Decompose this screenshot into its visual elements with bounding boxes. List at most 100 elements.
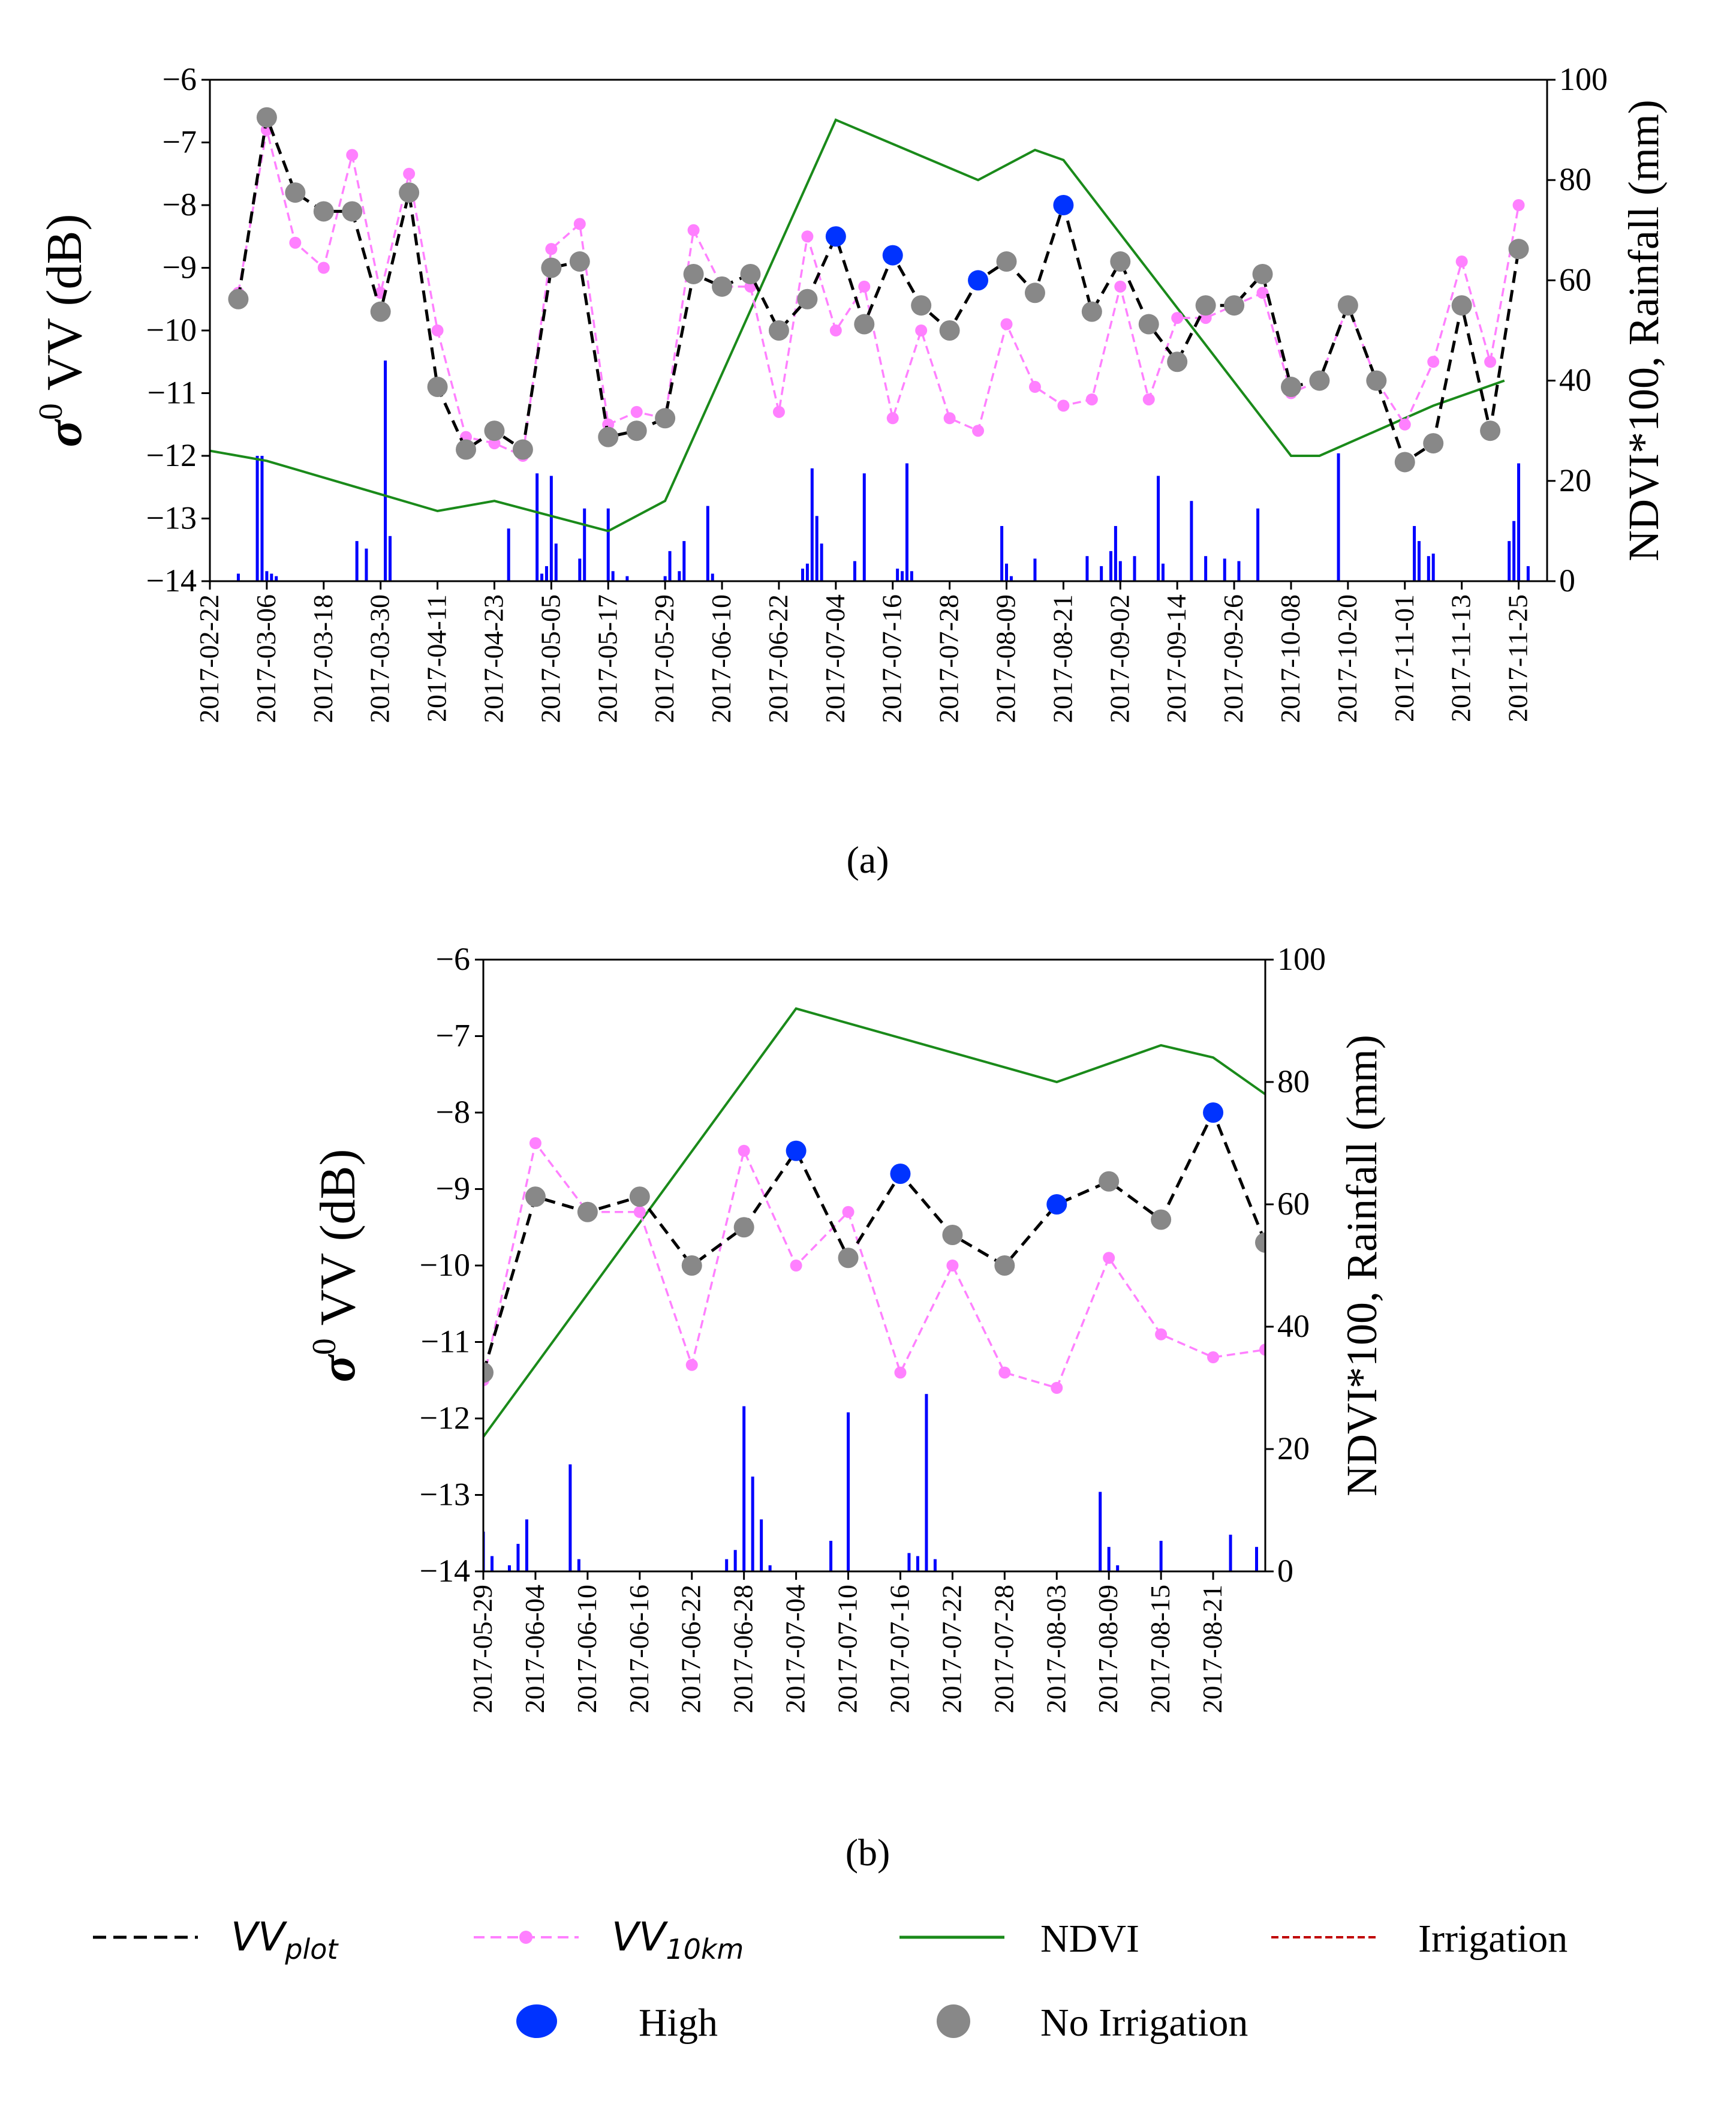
panel-a-rain-bar <box>1118 561 1122 581</box>
panel-b-vv10km-point <box>738 1144 750 1157</box>
panel-a-vvplot-point-no-irrigation <box>1366 370 1387 391</box>
panel-a-vvplot-point-no-irrigation <box>427 377 448 398</box>
panel-b-vv10km-point <box>529 1137 541 1149</box>
panel-b-ylabel-sigma: σ <box>310 1354 366 1382</box>
panel-a-vv10km-point <box>1142 393 1155 405</box>
panel-b-rain-bar <box>568 1464 572 1571</box>
panel-a-rain-bar <box>1517 463 1521 581</box>
panel-b-xtick-label: 2017-08-15 <box>1145 1585 1175 1714</box>
panel-b-ylabel-text: VV (dB) <box>310 1149 366 1338</box>
panel-a-rain-bar <box>1190 501 1193 581</box>
panel-b-ytick-label: −14 <box>420 1553 470 1589</box>
panel-a-vvplot-point-no-irrigation <box>1252 263 1273 284</box>
panel-a-vvplot-point-high <box>1053 195 1074 215</box>
panel-a-rain-bar <box>535 473 539 581</box>
panel-b-xtick-label: 2017-07-16 <box>884 1585 914 1714</box>
panel-a-rain-bar <box>236 573 240 581</box>
panel-b-vv10km-point <box>1103 1252 1115 1264</box>
panel-a-vv10km-point <box>573 218 586 230</box>
panel-a-rain-bar <box>255 456 259 581</box>
panel-b-rain-bar <box>525 1519 528 1571</box>
panel-a-ylabel-text: VV (dB) <box>37 214 92 403</box>
panel-b-rain-bar <box>1116 1565 1120 1571</box>
panel-a-vvplot-point-no-irrigation <box>1081 301 1102 322</box>
panel-a-rain-bar <box>507 528 510 581</box>
panel-b-ytick-label: −9 <box>436 1171 470 1207</box>
panel-a-vv10km-point <box>1484 356 1497 368</box>
panel-a-ndvi-line <box>210 118 1505 533</box>
panel-b-y2label: NDVI*100, Rainfall (mm) <box>1338 1035 1386 1496</box>
panel-a-rain-bar <box>1431 554 1435 581</box>
panel-b-y2tick-label: 0 <box>1277 1553 1293 1589</box>
panel-b-xtick-label: 2017-08-21 <box>1197 1585 1227 1714</box>
panel-a-rain-bar <box>625 576 629 581</box>
panel-a-vvplot-point-no-irrigation <box>1309 370 1330 391</box>
panel-b-vv10km-point <box>790 1260 802 1272</box>
panel-a-y2tick-label: 20 <box>1559 462 1591 498</box>
panel-b-ndvi-line <box>483 1007 1265 1438</box>
panel-a-vvplot-point-no-irrigation <box>1167 351 1188 372</box>
panel-a-vv10km-point <box>687 224 700 236</box>
panel-a-rain-bar <box>578 558 582 581</box>
panel-a-rain-bar <box>1512 521 1516 581</box>
panel-a-rain-bar <box>365 548 368 581</box>
panel-a-ytick-label: −8 <box>163 187 197 223</box>
panel-a-vv10km-point <box>1171 312 1184 324</box>
panel-a-vv10km-point <box>1057 399 1070 412</box>
panel-b-ylabel: σ0 VV (dB) <box>306 1149 366 1382</box>
panel-a-rain-bar <box>554 543 558 581</box>
panel-b-xtick-label: 2017-06-28 <box>728 1585 759 1714</box>
panel-a-rain-bar <box>810 468 814 581</box>
panel-a-rain-bar <box>583 508 586 581</box>
panel-b-vv10km-point <box>1259 1343 1265 1356</box>
panel-b-vv10km-line <box>483 1140 1265 1390</box>
panel-a-ytick-label: −14 <box>146 563 197 599</box>
panel-a-rain-bar <box>901 571 904 581</box>
panel-a-vv10km-point <box>545 243 558 256</box>
panel-a-plot-area <box>210 107 1530 581</box>
panel-b-rain-bar <box>742 1406 746 1571</box>
panel-a-rain-bar <box>1033 558 1037 581</box>
panel-a-ylabel-sup: 0 <box>32 403 70 420</box>
panel-a-vvplot-point-no-irrigation <box>1508 239 1529 260</box>
panel-b-xtick-label: 2017-08-03 <box>1040 1585 1071 1714</box>
panel-a-ytick-label: −6 <box>163 61 197 97</box>
panel-a-vvplot-point-no-irrigation <box>569 251 590 272</box>
panel-a-y2tick-label: 60 <box>1559 262 1591 297</box>
panel-a-vv10km-point <box>1028 381 1041 393</box>
panel-a-ylabel: σ0 VV (dB) <box>32 214 92 447</box>
panel-a-rain-bar <box>1085 556 1089 581</box>
panel-b-y2tick-label: 20 <box>1277 1430 1310 1466</box>
panel-a-rain-bar <box>682 541 686 581</box>
panel-b-ytick-label: −7 <box>436 1018 470 1054</box>
panel-a-xtick-label: 2017-03-06 <box>251 594 281 723</box>
panel-a-vvplot-point-no-irrigation <box>256 107 277 128</box>
panel-a-rain-bar <box>1223 558 1226 581</box>
panel-b-rain-bar <box>490 1556 494 1571</box>
panel-b-vvplot-point-no-irrigation <box>838 1248 859 1269</box>
panel-a-vv10km-point <box>630 405 643 418</box>
panel-a-vv10km-point <box>317 262 330 274</box>
panel-a-vvplot-point-no-irrigation <box>342 201 363 222</box>
legend-ndvi-label: NDVI <box>1040 1917 1139 1961</box>
panel-a-vvplot-point-no-irrigation <box>1138 314 1159 335</box>
panel-a-rain-bar <box>260 456 264 581</box>
panel-a-xtick-label: 2017-04-11 <box>422 594 452 722</box>
panel-b-xtick-label: 2017-07-10 <box>832 1585 863 1714</box>
panel-b-ylabel-sup: 0 <box>306 1338 343 1355</box>
panel-a-rain-bar <box>820 543 823 581</box>
panel-a-vvplot-point-no-irrigation <box>456 439 477 460</box>
panel-a-label: (a) <box>846 838 889 881</box>
panel-a-xtick-label: 2017-09-26 <box>1218 594 1248 723</box>
panel-a-vvplot-point-no-irrigation <box>911 295 932 316</box>
panel-a-rain-bar <box>1526 566 1530 581</box>
panel-b-rain-bar <box>847 1412 850 1571</box>
panel-b-vvplot-point-no-irrigation <box>629 1186 650 1207</box>
panel-b-chart: −6 −7 −8 −9 −10 −11 −12 −13 −14 100 80 60 40 20 0 2017-… <box>306 941 1386 1714</box>
panel-a-vvplot-point-no-irrigation <box>1195 295 1216 316</box>
panel-b-ytick-label: −6 <box>436 941 470 977</box>
panel-a-ytick-label: −10 <box>146 312 197 348</box>
panel-a-vv10km-point <box>289 236 302 249</box>
panel-a-vv10km-point <box>346 149 359 161</box>
